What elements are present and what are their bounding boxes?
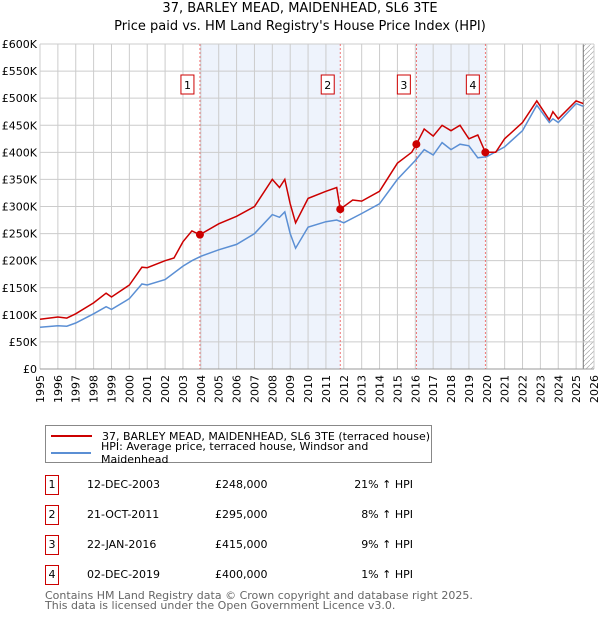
- sale-date: 21-OCT-2011: [87, 508, 160, 521]
- x-tick-label: 2024: [552, 375, 565, 403]
- sale-badge-box: [396, 74, 411, 95]
- sale-row: 3 22-JAN-2016 £415,000 9% ↑ HPI: [45, 535, 445, 555]
- x-tick-label: 2006: [231, 375, 244, 403]
- legend-item-hpi: HPI: Average price, terraced house, Wind…: [51, 440, 431, 466]
- x-tick-label: 2016: [409, 375, 422, 403]
- sale-badge-label: 3: [400, 79, 407, 92]
- legend-label: 37, BARLEY MEAD, MAIDENHEAD, SL6 3TE (te…: [102, 429, 431, 443]
- legend-swatch-blue: [51, 452, 91, 454]
- y-tick-label: £450K: [2, 119, 38, 132]
- sale-badge: 2: [45, 505, 59, 525]
- x-tick-label: 2023: [534, 375, 547, 403]
- y-tick-label: £0: [23, 363, 37, 376]
- plot-area: 1995 1996 1997 1998 1999 2000 2001 2002 2003 2004…: [2, 38, 600, 403]
- x-tick-label: 2000: [123, 375, 136, 403]
- sale-badge-box: [320, 74, 335, 95]
- x-tick-label: 1997: [70, 375, 83, 403]
- x-tick-label: 2017: [427, 375, 440, 403]
- x-tick-label: 2014: [374, 375, 387, 403]
- sale-price: £400,000: [215, 568, 268, 581]
- legend-swatch-red: [51, 435, 92, 437]
- sale-point: [412, 140, 421, 149]
- chart-title: 37, BARLEY MEAD, MAIDENHEAD, SL6 3TE: [162, 1, 438, 16]
- sale-badge-box: [180, 74, 195, 95]
- x-tick-label: 2012: [338, 375, 351, 403]
- x-tick-label: 1996: [52, 375, 65, 403]
- x-tick-label: 2026: [588, 375, 600, 403]
- x-tick-label: 1998: [88, 375, 101, 403]
- sale-badge-label: 4: [469, 79, 476, 92]
- sale-date: 02-DEC-2019: [87, 568, 161, 581]
- x-tick-label: 2001: [141, 375, 154, 403]
- x-tick-label: 2019: [463, 375, 476, 403]
- sale-badge-label: 2: [324, 79, 331, 92]
- y-tick-label: £150K: [2, 282, 38, 295]
- sale-badge: 4: [45, 565, 59, 585]
- y-tick-label: £200K: [2, 255, 38, 268]
- sale-hpi-diff: 21% ↑ HPI: [354, 478, 413, 491]
- y-tick-label: £550K: [2, 65, 38, 78]
- x-tick-label: 2004: [195, 375, 208, 403]
- sale-badge: 3: [45, 535, 59, 555]
- x-tick-label: 2010: [302, 375, 315, 403]
- series-line: [39, 99, 584, 320]
- y-tick-label: £300K: [2, 201, 38, 214]
- x-tick-label: 2025: [570, 375, 583, 403]
- x-tick-label: 2013: [356, 375, 369, 403]
- sale-price: £295,000: [215, 508, 268, 521]
- legend-label: HPI: Average price, terraced house, Wind…: [101, 440, 369, 466]
- x-tick-label: 2021: [499, 375, 512, 403]
- y-tick-label: £50K: [9, 336, 38, 349]
- x-tick-label: 2018: [445, 375, 458, 403]
- y-tick-label: £600K: [2, 38, 38, 51]
- sale-date: 12-DEC-2003: [87, 478, 161, 491]
- sale-point: [195, 230, 204, 239]
- sale-row: 4 02-DEC-2019 £400,000 1% ↑ HPI: [45, 565, 445, 585]
- x-tick-label: 2015: [391, 375, 404, 403]
- x-tick-label: 2003: [177, 375, 190, 403]
- sale-hpi-diff: 1% ↑ HPI: [361, 568, 413, 581]
- y-tick-label: £250K: [2, 228, 38, 241]
- x-tick-label: 2002: [159, 375, 172, 403]
- x-tick-label: 2008: [266, 375, 279, 403]
- x-tick-label: 1995: [34, 375, 47, 403]
- sale-price: £248,000: [215, 478, 268, 491]
- footer-line-2: This data is licensed under the Open Gov…: [45, 599, 396, 612]
- x-tick-label: 2022: [517, 375, 530, 403]
- sale-date: 22-JAN-2016: [87, 538, 157, 551]
- x-tick-label: 2009: [284, 375, 297, 403]
- sale-hpi-diff: 8% ↑ HPI: [361, 508, 413, 521]
- sale-row: 1 12-DEC-2003 £248,000 21% ↑ HPI: [45, 475, 445, 495]
- x-tick-label: 2020: [481, 375, 494, 403]
- y-tick-label: £400K: [2, 146, 38, 159]
- y-tick-label: £100K: [2, 309, 38, 322]
- y-tick-label: £350K: [2, 173, 38, 186]
- x-tick-label: 2007: [248, 375, 261, 403]
- footer: Contains HM Land Registry data © Crown c…: [45, 589, 473, 612]
- legend-item-property: 37, BARLEY MEAD, MAIDENHEAD, SL6 3TE (te…: [51, 428, 430, 444]
- sale-badge-label: 1: [184, 79, 191, 92]
- x-tick-label: 1999: [105, 375, 118, 403]
- sale-row: 2 21-OCT-2011 £295,000 8% ↑ HPI: [45, 505, 445, 525]
- sale-point: [481, 148, 490, 157]
- sale-badge-box: [465, 74, 480, 95]
- sale-hpi-diff: 9% ↑ HPI: [361, 538, 413, 551]
- chart-subtitle: Price paid vs. HM Land Registry's House …: [114, 19, 486, 34]
- legend: 37, BARLEY MEAD, MAIDENHEAD, SL6 3TE (te…: [45, 425, 432, 466]
- y-tick-label: £500K: [2, 92, 38, 105]
- footer-line-1: Contains HM Land Registry data © Crown c…: [45, 589, 473, 602]
- sale-price: £415,000: [215, 538, 268, 551]
- x-tick-label: 2011: [320, 375, 333, 403]
- x-tick-label: 2005: [213, 375, 226, 403]
- sale-badge: 1: [45, 475, 59, 495]
- sale-point: [336, 205, 345, 214]
